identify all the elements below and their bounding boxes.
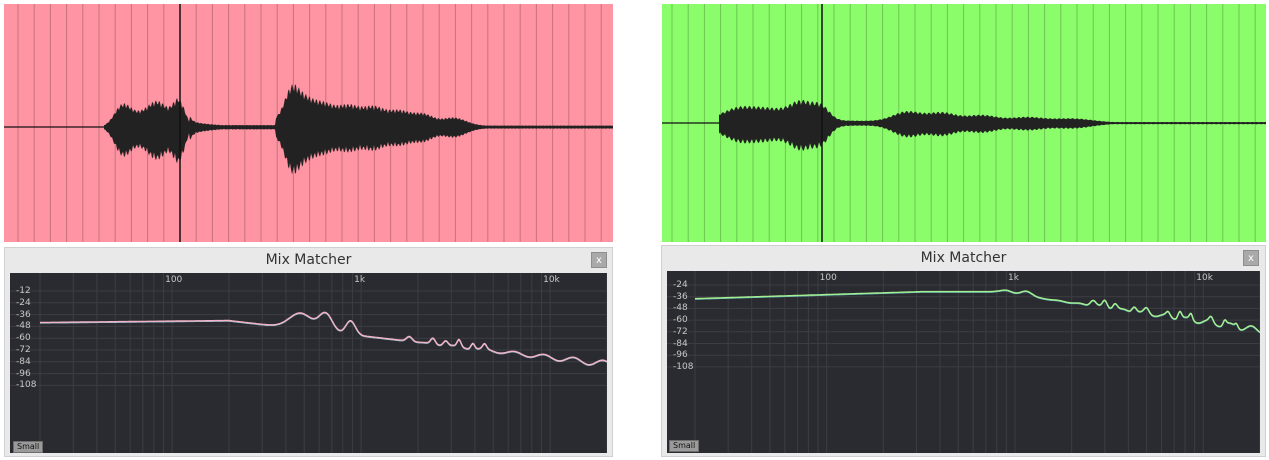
close-button[interactable]: x — [1243, 250, 1259, 266]
y-axis-label: -24 — [16, 297, 31, 308]
waveform — [719, 99, 1266, 151]
y-axis-label: -72 — [673, 326, 688, 337]
close-button[interactable]: x — [591, 252, 607, 268]
x-axis-label: 1k — [1007, 273, 1019, 283]
y-axis-label: -36 — [673, 291, 688, 302]
x-axis-label: 10k — [1196, 273, 1213, 283]
waveform — [104, 83, 613, 175]
mix-matcher-title: Mix Matcher — [920, 250, 1007, 266]
waveform-view[interactable] — [662, 4, 1266, 242]
spectrum-curve — [695, 289, 1260, 333]
x-axis-label: 100 — [819, 273, 837, 283]
spectrum-curve-reference — [39, 312, 607, 366]
y-axis-label: -84 — [673, 338, 688, 349]
mix-matcher-panel: Mix Matcher x -24 -36 -48 -60 -72 -84 -96 -108 1… — [661, 245, 1266, 457]
left-panel: Mix Matcher x -12 -24 -36 -48 -60 -72 -84 -96 -1… — [0, 0, 615, 460]
y-axis-label: -108 — [673, 361, 694, 372]
y-axis-label: -48 — [16, 321, 31, 332]
small-button[interactable]: Small — [669, 440, 700, 452]
y-axis-label: -48 — [673, 303, 688, 314]
mix-matcher-panel: Mix Matcher x -12 -24 -36 -48 -60 -72 -84 -96 -1… — [4, 247, 613, 457]
x-axis-label: 1k — [354, 275, 366, 285]
x-axis-label: 10k — [543, 275, 560, 285]
mix-matcher-title: Mix Matcher — [265, 252, 352, 268]
y-axis-label: -108 — [16, 380, 37, 391]
x-axis-label: 100 — [165, 275, 183, 285]
y-axis-label: -72 — [16, 345, 31, 355]
spectrum-graph: -12 -24 -36 -48 -60 -72 -84 -96 -108 100 1k 10k — [10, 273, 607, 453]
y-axis-label: -36 — [16, 309, 31, 320]
y-axis-label: -96 — [16, 368, 31, 379]
spectrum-graph: -24 -36 -48 -60 -72 -84 -96 -108 100 1k 10k — [667, 271, 1260, 453]
spectrum-curve — [40, 311, 607, 366]
y-axis-label: -60 — [673, 315, 688, 326]
right-panel: Mix Matcher x -24 -36 -48 -60 -72 -84 -96 -108 1… — [658, 0, 1269, 460]
y-axis-label: -96 — [673, 350, 688, 361]
small-button[interactable]: Small — [13, 441, 44, 453]
y-axis-label: -24 — [673, 280, 688, 290]
y-axis-label: -60 — [16, 333, 31, 344]
y-axis-label: -84 — [16, 356, 31, 367]
y-axis-label: -12 — [16, 286, 31, 296]
waveform-view[interactable] — [4, 4, 613, 242]
